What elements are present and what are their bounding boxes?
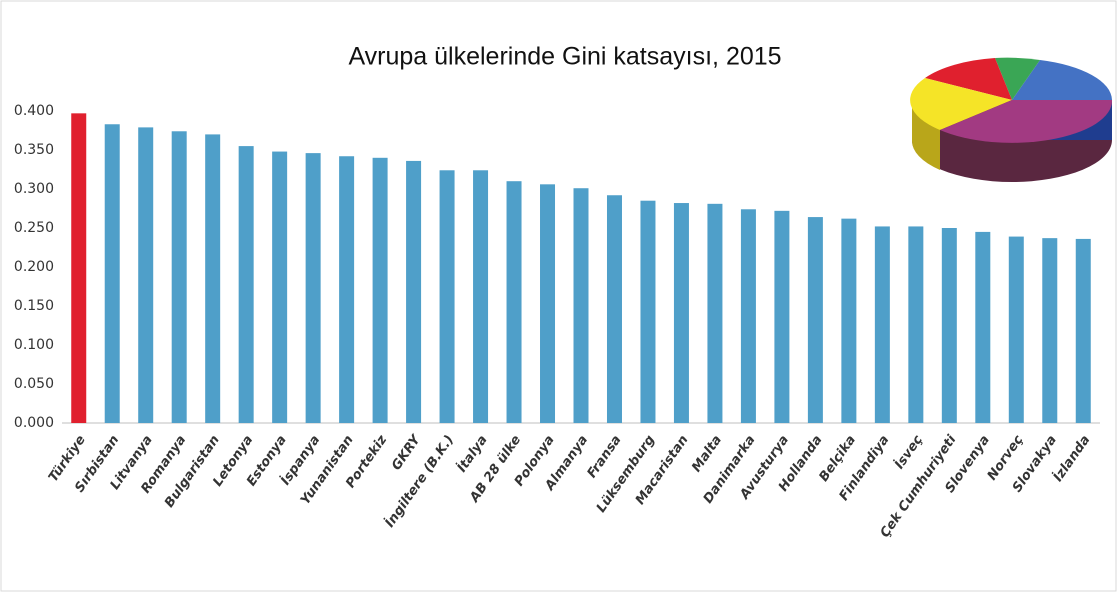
y-tick-label: 0.100 xyxy=(14,337,54,353)
bar xyxy=(540,184,555,423)
bar xyxy=(339,156,354,423)
y-tick-label: 0.050 xyxy=(14,376,54,392)
bar xyxy=(1042,238,1057,423)
bar xyxy=(239,146,254,423)
chart: Avrupa ülkelerinde Gini katsayısı, 2015 … xyxy=(0,0,1117,592)
chart-title: Avrupa ülkelerinde Gini katsayısı, 2015 xyxy=(348,43,781,71)
bar xyxy=(272,152,287,423)
bar xyxy=(105,124,120,423)
bar xyxy=(841,219,856,423)
bar xyxy=(473,170,488,423)
bar xyxy=(1009,237,1024,423)
bar xyxy=(406,161,421,423)
bar xyxy=(640,201,655,423)
bar xyxy=(707,204,722,423)
bar xyxy=(674,203,689,423)
y-tick-label: 0.200 xyxy=(14,259,54,275)
pie-illustration xyxy=(910,58,1112,182)
bar xyxy=(1076,239,1091,423)
bar xyxy=(373,158,388,423)
bar xyxy=(975,232,990,423)
page: Avrupa ülkelerinde Gini katsayısı, 2015 … xyxy=(0,0,1117,592)
y-tick-label: 0.400 xyxy=(14,103,54,119)
bar xyxy=(607,195,622,423)
bar xyxy=(774,211,789,423)
bar xyxy=(908,226,923,423)
bar xyxy=(507,181,522,423)
bar xyxy=(875,226,890,423)
y-tick-label: 0.300 xyxy=(14,181,54,197)
bar xyxy=(205,134,220,423)
bar xyxy=(574,188,589,423)
bar xyxy=(741,209,756,423)
y-tick-label: 0.000 xyxy=(14,415,54,431)
bar xyxy=(172,131,187,423)
y-tick-label: 0.250 xyxy=(14,220,54,236)
bar xyxy=(808,217,823,423)
y-tick-label: 0.350 xyxy=(14,142,54,158)
bar xyxy=(942,228,957,423)
y-tick-label: 0.150 xyxy=(14,298,54,314)
bar xyxy=(138,127,153,423)
bar xyxy=(306,153,321,423)
bar xyxy=(440,170,455,423)
bar xyxy=(71,113,86,423)
